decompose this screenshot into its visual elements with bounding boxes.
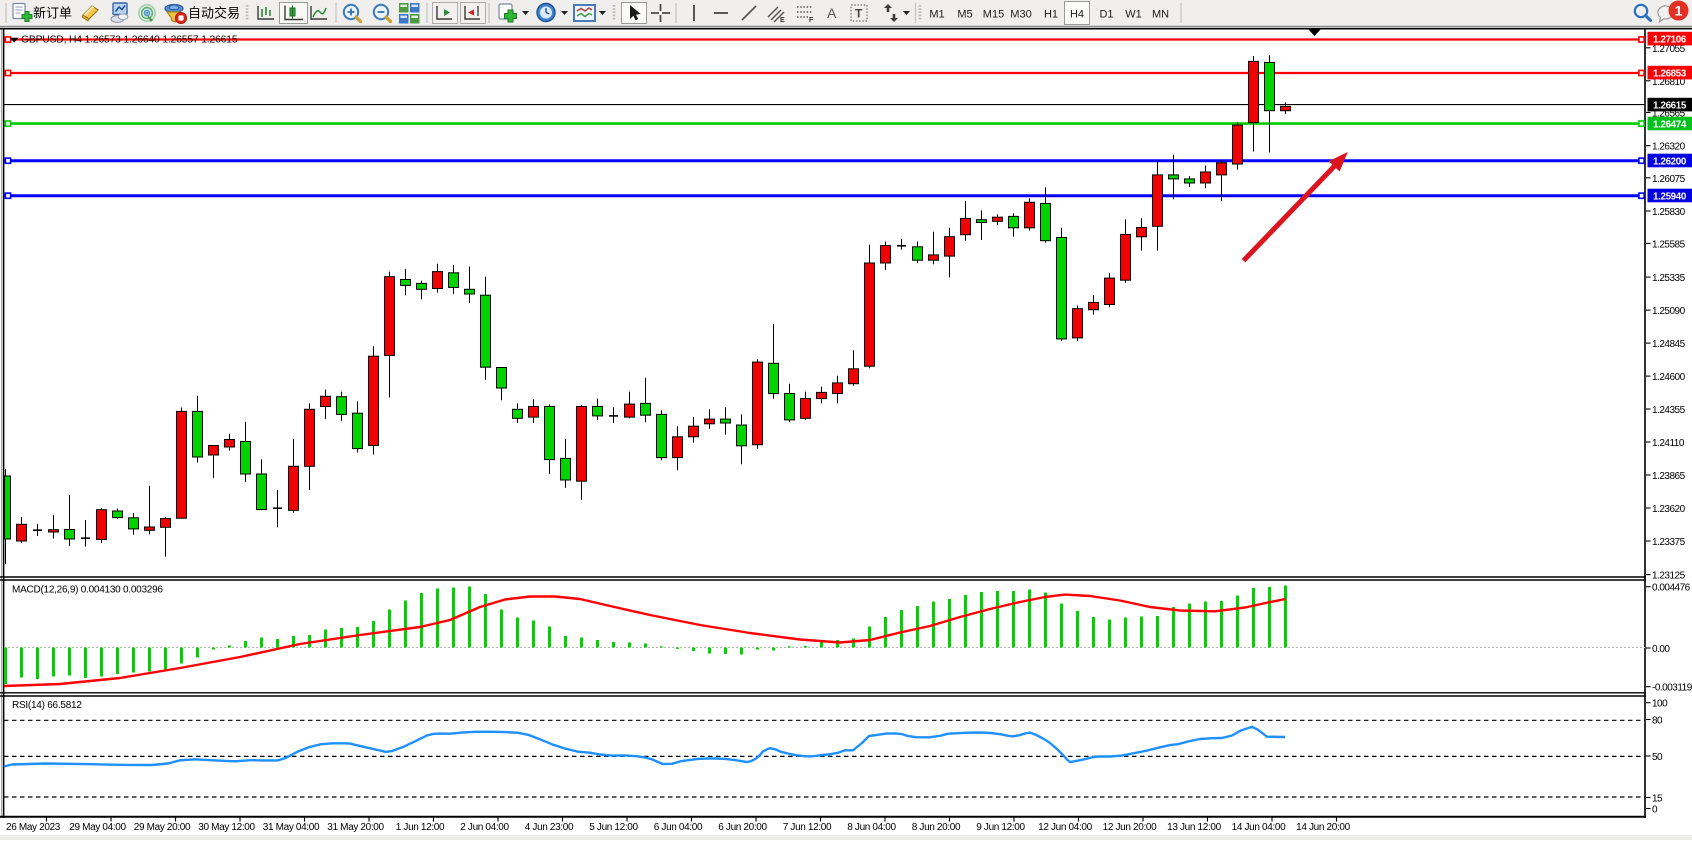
svg-text:新订单: 新订单 (33, 6, 72, 21)
svg-text:14 Jun 20:00: 14 Jun 20:00 (1296, 822, 1350, 833)
svg-text:1.26320: 1.26320 (1652, 142, 1686, 153)
svg-text:0.00: 0.00 (1652, 644, 1670, 655)
svg-text:GBPUSD, H4 1.26573 1.26640 1.: GBPUSD, H4 1.26573 1.26640 1.26557 1.266… (21, 34, 238, 45)
svg-text:26 May 2023: 26 May 2023 (6, 822, 61, 833)
svg-text:1.23375: 1.23375 (1652, 537, 1686, 548)
svg-text:9 Jun 12:00: 9 Jun 12:00 (976, 822, 1025, 833)
svg-text:1.25830: 1.25830 (1652, 207, 1686, 218)
svg-text:1.23620: 1.23620 (1652, 504, 1686, 515)
svg-text:T: T (855, 7, 863, 21)
svg-text:14 Jun 04:00: 14 Jun 04:00 (1232, 822, 1286, 833)
svg-text:1.25940: 1.25940 (1653, 192, 1687, 203)
svg-text:100: 100 (1652, 699, 1668, 710)
svg-text:-0.003119: -0.003119 (1652, 683, 1692, 694)
svg-text:1.24600: 1.24600 (1652, 372, 1686, 383)
svg-text:1.24845: 1.24845 (1652, 339, 1686, 350)
svg-text:1.25335: 1.25335 (1652, 273, 1686, 284)
svg-text:8 Jun 20:00: 8 Jun 20:00 (912, 822, 961, 833)
svg-text:50: 50 (1652, 752, 1663, 763)
svg-text:M15: M15 (983, 9, 1004, 21)
svg-text:自动交易: 自动交易 (188, 6, 240, 21)
svg-text:1.26474: 1.26474 (1653, 120, 1687, 131)
svg-text:1.27106: 1.27106 (1653, 35, 1687, 46)
svg-text:1: 1 (1675, 3, 1683, 19)
svg-text:29 May 20:00: 29 May 20:00 (134, 822, 191, 833)
svg-text:W1: W1 (1125, 9, 1142, 21)
svg-text:1.26853: 1.26853 (1653, 69, 1687, 80)
svg-text:30 May 12:00: 30 May 12:00 (198, 822, 255, 833)
svg-text:RSI(14) 66.5812: RSI(14) 66.5812 (12, 700, 82, 711)
svg-text:4 Jun 23:00: 4 Jun 23:00 (525, 822, 574, 833)
svg-text:M5: M5 (957, 9, 972, 21)
svg-text:8 Jun 04:00: 8 Jun 04:00 (847, 822, 896, 833)
svg-text:12 Jun 20:00: 12 Jun 20:00 (1103, 822, 1157, 833)
svg-text:A: A (827, 5, 837, 21)
svg-text:D1: D1 (1099, 9, 1113, 21)
svg-text:6 Jun 20:00: 6 Jun 20:00 (718, 822, 767, 833)
svg-text:M30: M30 (1010, 9, 1031, 21)
svg-text:15: 15 (1652, 794, 1663, 805)
svg-text:E: E (780, 17, 785, 24)
svg-text:1.23125: 1.23125 (1652, 571, 1686, 582)
svg-text:1.26615: 1.26615 (1653, 101, 1687, 112)
svg-text:M1: M1 (929, 9, 944, 21)
svg-text:6 Jun 04:00: 6 Jun 04:00 (654, 822, 703, 833)
svg-text:1.25585: 1.25585 (1652, 239, 1686, 250)
svg-text:1.25090: 1.25090 (1652, 306, 1686, 317)
svg-text:7 Jun 12:00: 7 Jun 12:00 (783, 822, 832, 833)
svg-text:H1: H1 (1044, 9, 1058, 21)
svg-text:MACD(12,26,9) 0.004130 0.00329: MACD(12,26,9) 0.004130 0.003296 (12, 585, 163, 596)
svg-text:13 Jun 12:00: 13 Jun 12:00 (1167, 822, 1221, 833)
svg-text:H4: H4 (1070, 9, 1084, 21)
svg-text:5 Jun 12:00: 5 Jun 12:00 (589, 822, 638, 833)
svg-text:F: F (809, 17, 814, 24)
svg-text:31 May 20:00: 31 May 20:00 (327, 822, 384, 833)
svg-text:12 Jun 04:00: 12 Jun 04:00 (1038, 822, 1092, 833)
svg-text:MN: MN (1152, 9, 1169, 21)
svg-text:1 Jun 12:00: 1 Jun 12:00 (396, 822, 445, 833)
svg-text:29 May 04:00: 29 May 04:00 (69, 822, 126, 833)
svg-text:31 May 04:00: 31 May 04:00 (263, 822, 320, 833)
svg-text:2 Jun 04:00: 2 Jun 04:00 (460, 822, 509, 833)
svg-text:1.26200: 1.26200 (1653, 157, 1687, 168)
svg-text:80: 80 (1652, 716, 1663, 727)
svg-text:1.26075: 1.26075 (1652, 174, 1686, 185)
svg-text:1.24110: 1.24110 (1652, 438, 1685, 449)
svg-text:0.004476: 0.004476 (1652, 583, 1691, 594)
svg-text:1.24355: 1.24355 (1652, 405, 1686, 416)
svg-text:1.23865: 1.23865 (1652, 471, 1686, 482)
